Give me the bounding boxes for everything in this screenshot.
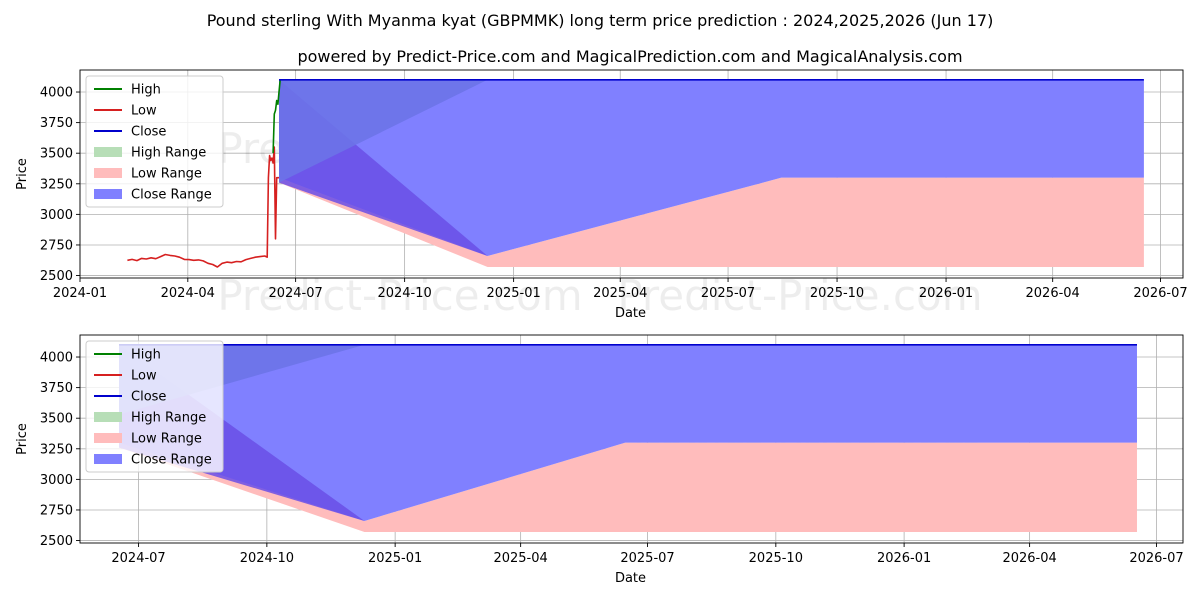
y-tick-label: 3000 bbox=[40, 473, 73, 488]
legend-label-low: Low bbox=[131, 369, 157, 384]
axes-frame bbox=[79, 334, 1184, 544]
plot-area bbox=[127, 79, 1144, 268]
x-axis-label: Date bbox=[615, 306, 646, 321]
y-tick-label: 2750 bbox=[40, 238, 73, 253]
plot-area bbox=[119, 344, 1137, 532]
x-tick-label: 2026-07 bbox=[1129, 551, 1183, 566]
watermark-text: Predict-Price.com bbox=[617, 271, 982, 320]
legend: High Low Close High Range Low Range Close Ran… bbox=[85, 340, 224, 473]
legend-label-close-range: Close Range bbox=[131, 453, 212, 468]
y-axis-label: Price bbox=[15, 423, 30, 455]
x-tick-label: 2025-07 bbox=[701, 286, 755, 301]
x-tick-label: 2026-07 bbox=[1133, 286, 1187, 301]
tick-labels: 2024-01 2024-04 2024-07 2024-10 2025-01 2025-… bbox=[40, 86, 1188, 301]
y-tick-label: 2750 bbox=[40, 503, 73, 518]
x-tick-label: 2026-01 bbox=[919, 286, 973, 301]
legend-label-low: Low bbox=[131, 104, 157, 119]
x-tick-label: 2025-04 bbox=[493, 551, 547, 566]
legend-swatch-high-range bbox=[94, 412, 122, 422]
axes-frame bbox=[79, 69, 1184, 279]
close-range-upper-triangle-area bbox=[279, 79, 488, 183]
y-axis-label: Price bbox=[15, 158, 30, 190]
x-tick-label: 2026-04 bbox=[1026, 286, 1080, 301]
legend-label-low-range: Low Range bbox=[131, 432, 202, 447]
close-range-overlap-area bbox=[279, 79, 488, 256]
low-range-area bbox=[119, 442, 1137, 532]
y-tick-label: 2500 bbox=[40, 269, 73, 284]
legend-swatch-high-range bbox=[94, 147, 122, 157]
legend-label-high: High bbox=[131, 83, 161, 98]
low-range-area bbox=[279, 177, 1144, 267]
legend-label-close: Close bbox=[131, 390, 166, 405]
y-tick-label: 3000 bbox=[40, 208, 73, 223]
tick-labels: 2024-07 2024-10 2025-01 2025-04 2025-07 2025-… bbox=[40, 351, 1184, 566]
y-tick-label: 3500 bbox=[40, 412, 73, 427]
x-tick-label: 2024-07 bbox=[111, 551, 165, 566]
y-tick-label: 3750 bbox=[40, 116, 73, 131]
chart-title: Pound sterling With Myanma kyat (GBPMMK)… bbox=[207, 11, 994, 30]
x-tick-label: 2024-04 bbox=[161, 286, 215, 301]
x-tick-label: 2025-10 bbox=[749, 551, 803, 566]
y-tick-label: 3250 bbox=[40, 177, 73, 192]
legend-label-close: Close bbox=[131, 125, 166, 140]
watermark-text: Predict-Price.com bbox=[217, 271, 582, 320]
y-tick-label: 2500 bbox=[40, 534, 73, 549]
y-tick-label: 3250 bbox=[40, 442, 73, 457]
x-tick-label: 2024-01 bbox=[53, 286, 107, 301]
legend-label-close-range: Close Range bbox=[131, 188, 212, 203]
top-panel: Predict-Price.comPredict-Price.comPredic… bbox=[15, 69, 1188, 321]
y-tick-label: 4000 bbox=[40, 86, 73, 101]
legend-swatch-close-range bbox=[94, 189, 122, 199]
close-range-area bbox=[119, 344, 1137, 521]
x-tick-label: 2026-04 bbox=[1002, 551, 1056, 566]
x-axis-label: Date bbox=[615, 571, 646, 586]
x-tick-label: 2024-07 bbox=[268, 286, 322, 301]
x-tick-label: 2025-07 bbox=[620, 551, 674, 566]
legend-swatch-low-range bbox=[94, 433, 122, 443]
low-line bbox=[127, 146, 279, 268]
x-tick-label: 2025-01 bbox=[368, 551, 422, 566]
bottom-panel: Predict-Price.comPredict-Price.com2024-0… bbox=[15, 334, 1184, 586]
high-line bbox=[272, 79, 281, 154]
legend-label-high: High bbox=[131, 348, 161, 363]
x-tick-label: 2025-01 bbox=[486, 286, 540, 301]
y-tick-label: 4000 bbox=[40, 351, 73, 366]
x-tick-label: 2024-10 bbox=[240, 551, 294, 566]
chart-subtitle: powered by Predict-Price.com and Magical… bbox=[297, 47, 962, 66]
x-tick-label: 2024-10 bbox=[377, 286, 431, 301]
x-tick-label: 2025-04 bbox=[593, 286, 647, 301]
legend-label-low-range: Low Range bbox=[131, 167, 202, 182]
x-tick-label: 2025-10 bbox=[810, 286, 864, 301]
y-tick-label: 3750 bbox=[40, 381, 73, 396]
legend: High Low Close High Range Low Range Close Ran… bbox=[85, 75, 224, 208]
x-tick-label: 2026-01 bbox=[877, 551, 931, 566]
legend-swatch-close-range bbox=[94, 454, 122, 464]
y-tick-label: 3500 bbox=[40, 147, 73, 162]
close-range-area bbox=[279, 79, 1144, 256]
legend-label-high-range: High Range bbox=[131, 146, 206, 161]
legend-swatch-low-range bbox=[94, 168, 122, 178]
legend-label-high-range: High Range bbox=[131, 411, 206, 426]
